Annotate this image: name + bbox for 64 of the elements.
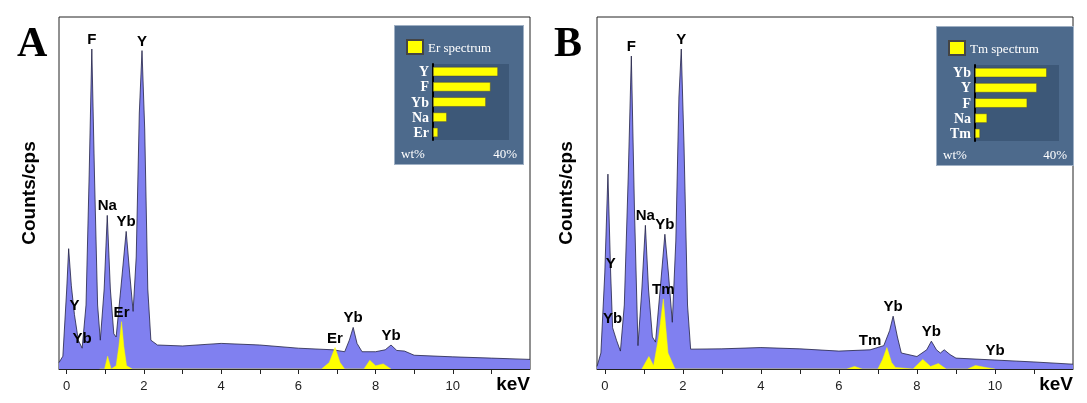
x-tick-label: 4 xyxy=(217,378,225,393)
bar xyxy=(975,113,988,123)
y-tick-label: F xyxy=(962,95,971,111)
y-tick-label: F xyxy=(420,79,429,95)
x-tick-label: 0 xyxy=(601,378,609,393)
annotation: Tm xyxy=(652,279,675,297)
x-tick-label: 2 xyxy=(679,378,687,393)
annotation: Yb xyxy=(603,308,623,326)
annotation: 40% xyxy=(1043,147,1068,162)
bar xyxy=(975,98,1028,108)
y-tick-label: Yb xyxy=(953,65,972,81)
chart-title: B xyxy=(554,19,583,65)
x-tick-label: 4 xyxy=(757,378,765,393)
bar xyxy=(433,97,486,107)
bar xyxy=(433,82,491,92)
annotation: Yb xyxy=(985,341,1005,359)
x-tick-label: 0 xyxy=(63,378,71,393)
bar xyxy=(433,112,447,122)
annotation: Y xyxy=(137,31,148,49)
x-axis-title: keV xyxy=(496,373,531,394)
annotation: Yb xyxy=(72,329,92,347)
legend-label: Tm spectrum xyxy=(970,40,1039,56)
y-tick-label: Na xyxy=(953,110,971,126)
x-tick-label: 2 xyxy=(140,378,148,393)
x-axis-title: keV xyxy=(1039,373,1074,394)
x-tick-label: 6 xyxy=(835,378,843,393)
chart-title: A xyxy=(17,19,48,65)
annotation: F xyxy=(626,37,636,55)
annotation: Na xyxy=(97,196,118,214)
y-tick-label: Er xyxy=(413,124,429,140)
annotation: Na xyxy=(635,206,656,224)
x-tick-label: 8 xyxy=(913,378,921,393)
x-tick-label: 10 xyxy=(987,378,1003,393)
y-tick-label: Yb xyxy=(411,94,430,110)
x-tick-label: 10 xyxy=(445,378,461,393)
bar xyxy=(975,128,981,139)
x-tick-label: 8 xyxy=(371,378,380,393)
annotation: Er xyxy=(327,328,344,346)
annotation: F xyxy=(87,30,97,47)
y-tick-label: Tm xyxy=(950,125,972,141)
y-tick-label: Y xyxy=(960,80,971,96)
bar xyxy=(433,66,498,77)
x-tick-label: 6 xyxy=(294,378,302,393)
x-axis-title: wt% xyxy=(401,146,425,161)
x-axis-title: wt% xyxy=(943,147,967,162)
annotation: Yb xyxy=(921,322,941,340)
bar xyxy=(975,83,1037,93)
y-tick-label: Na xyxy=(411,109,429,125)
legend-label: Er spectrum xyxy=(428,39,492,55)
y-tick-label: Y xyxy=(418,64,429,80)
annotation: Y xyxy=(676,30,687,47)
bar xyxy=(433,127,439,138)
y-axis-title: Counts/cps xyxy=(554,141,576,245)
annotation: Yb xyxy=(116,212,136,230)
annotation: Yb xyxy=(883,297,903,315)
annotation: Yb xyxy=(381,326,401,343)
annotation: Y xyxy=(605,254,616,271)
annotation: Tm xyxy=(858,330,882,348)
annotation: 40% xyxy=(493,146,518,161)
bar xyxy=(975,67,1047,78)
annotation: Yb xyxy=(655,215,675,233)
y-axis-title: Counts/cps xyxy=(17,141,39,245)
annotation: Er xyxy=(113,302,130,320)
annotation: Yb xyxy=(343,308,363,326)
